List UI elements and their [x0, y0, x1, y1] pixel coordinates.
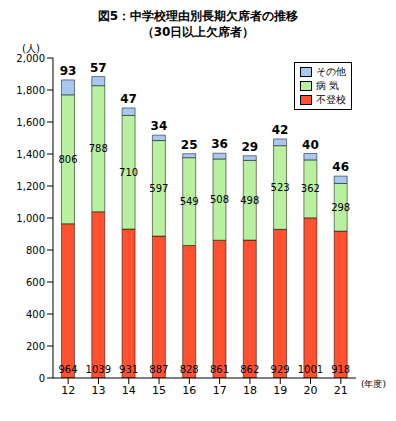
svg-text:19: 19	[273, 384, 287, 397]
svg-text:549: 549	[180, 196, 199, 207]
svg-text:1,400: 1,400	[16, 149, 45, 160]
html-text:(人): (人)	[22, 43, 40, 54]
svg-text:13: 13	[91, 384, 105, 397]
html-text:(年度): (年度)	[361, 379, 386, 389]
svg-text:15: 15	[152, 384, 166, 397]
svg-text:25: 25	[181, 138, 198, 152]
svg-text:498: 498	[240, 195, 259, 206]
svg-text:1,000: 1,000	[16, 213, 45, 224]
svg-text:861: 861	[210, 364, 229, 375]
svg-text:200: 200	[26, 341, 45, 352]
svg-text:508: 508	[210, 194, 229, 205]
svg-text:21: 21	[334, 384, 348, 397]
svg-text:12: 12	[61, 384, 75, 397]
svg-text:887: 887	[149, 364, 168, 375]
svg-text:93: 93	[60, 64, 77, 78]
svg-text:862: 862	[240, 364, 259, 375]
svg-text:2,000: 2,000	[16, 53, 45, 64]
svg-text:46: 46	[332, 160, 349, 174]
svg-text:400: 400	[26, 309, 45, 320]
svg-text:29: 29	[241, 140, 258, 154]
svg-text:800: 800	[26, 245, 45, 256]
svg-text:523: 523	[271, 182, 290, 193]
svg-text:918: 918	[331, 364, 350, 375]
svg-text:17: 17	[213, 384, 227, 397]
svg-text:47: 47	[120, 92, 137, 106]
svg-text:1,800: 1,800	[16, 85, 45, 96]
svg-text:298: 298	[331, 202, 350, 213]
svg-text:597: 597	[149, 183, 168, 194]
svg-text:362: 362	[301, 183, 320, 194]
html-text:不登校: 不登校	[316, 94, 346, 105]
svg-text:828: 828	[180, 364, 199, 375]
svg-text:40: 40	[302, 138, 319, 152]
svg-text:1001: 1001	[298, 364, 323, 375]
svg-text:964: 964	[58, 364, 77, 375]
html-text:（30日以上欠席者）: （30日以上欠席者）	[141, 25, 255, 39]
svg-text:14: 14	[122, 384, 136, 397]
svg-text:806: 806	[58, 154, 77, 165]
svg-text:0: 0	[39, 373, 45, 384]
svg-text:1,200: 1,200	[16, 181, 45, 192]
svg-text:16: 16	[182, 384, 196, 397]
svg-text:1039: 1039	[86, 364, 111, 375]
html-text:図5：中学校理由別長期欠席者の推移: 図5：中学校理由別長期欠席者の推移	[97, 9, 299, 23]
svg-text:931: 931	[119, 364, 138, 375]
svg-text:600: 600	[26, 277, 45, 288]
svg-text:929: 929	[271, 364, 290, 375]
svg-text:18: 18	[243, 384, 257, 397]
html-text:その他: その他	[316, 66, 346, 77]
svg-text:34: 34	[151, 119, 168, 133]
svg-text:710: 710	[119, 167, 138, 178]
svg-text:20: 20	[304, 384, 318, 397]
svg-text:57: 57	[90, 61, 107, 75]
svg-text:42: 42	[272, 123, 289, 137]
html-text:病 気: 病 気	[316, 80, 340, 91]
svg-text:36: 36	[211, 137, 228, 151]
svg-text:1,600: 1,600	[16, 117, 45, 128]
svg-text:788: 788	[89, 143, 108, 154]
